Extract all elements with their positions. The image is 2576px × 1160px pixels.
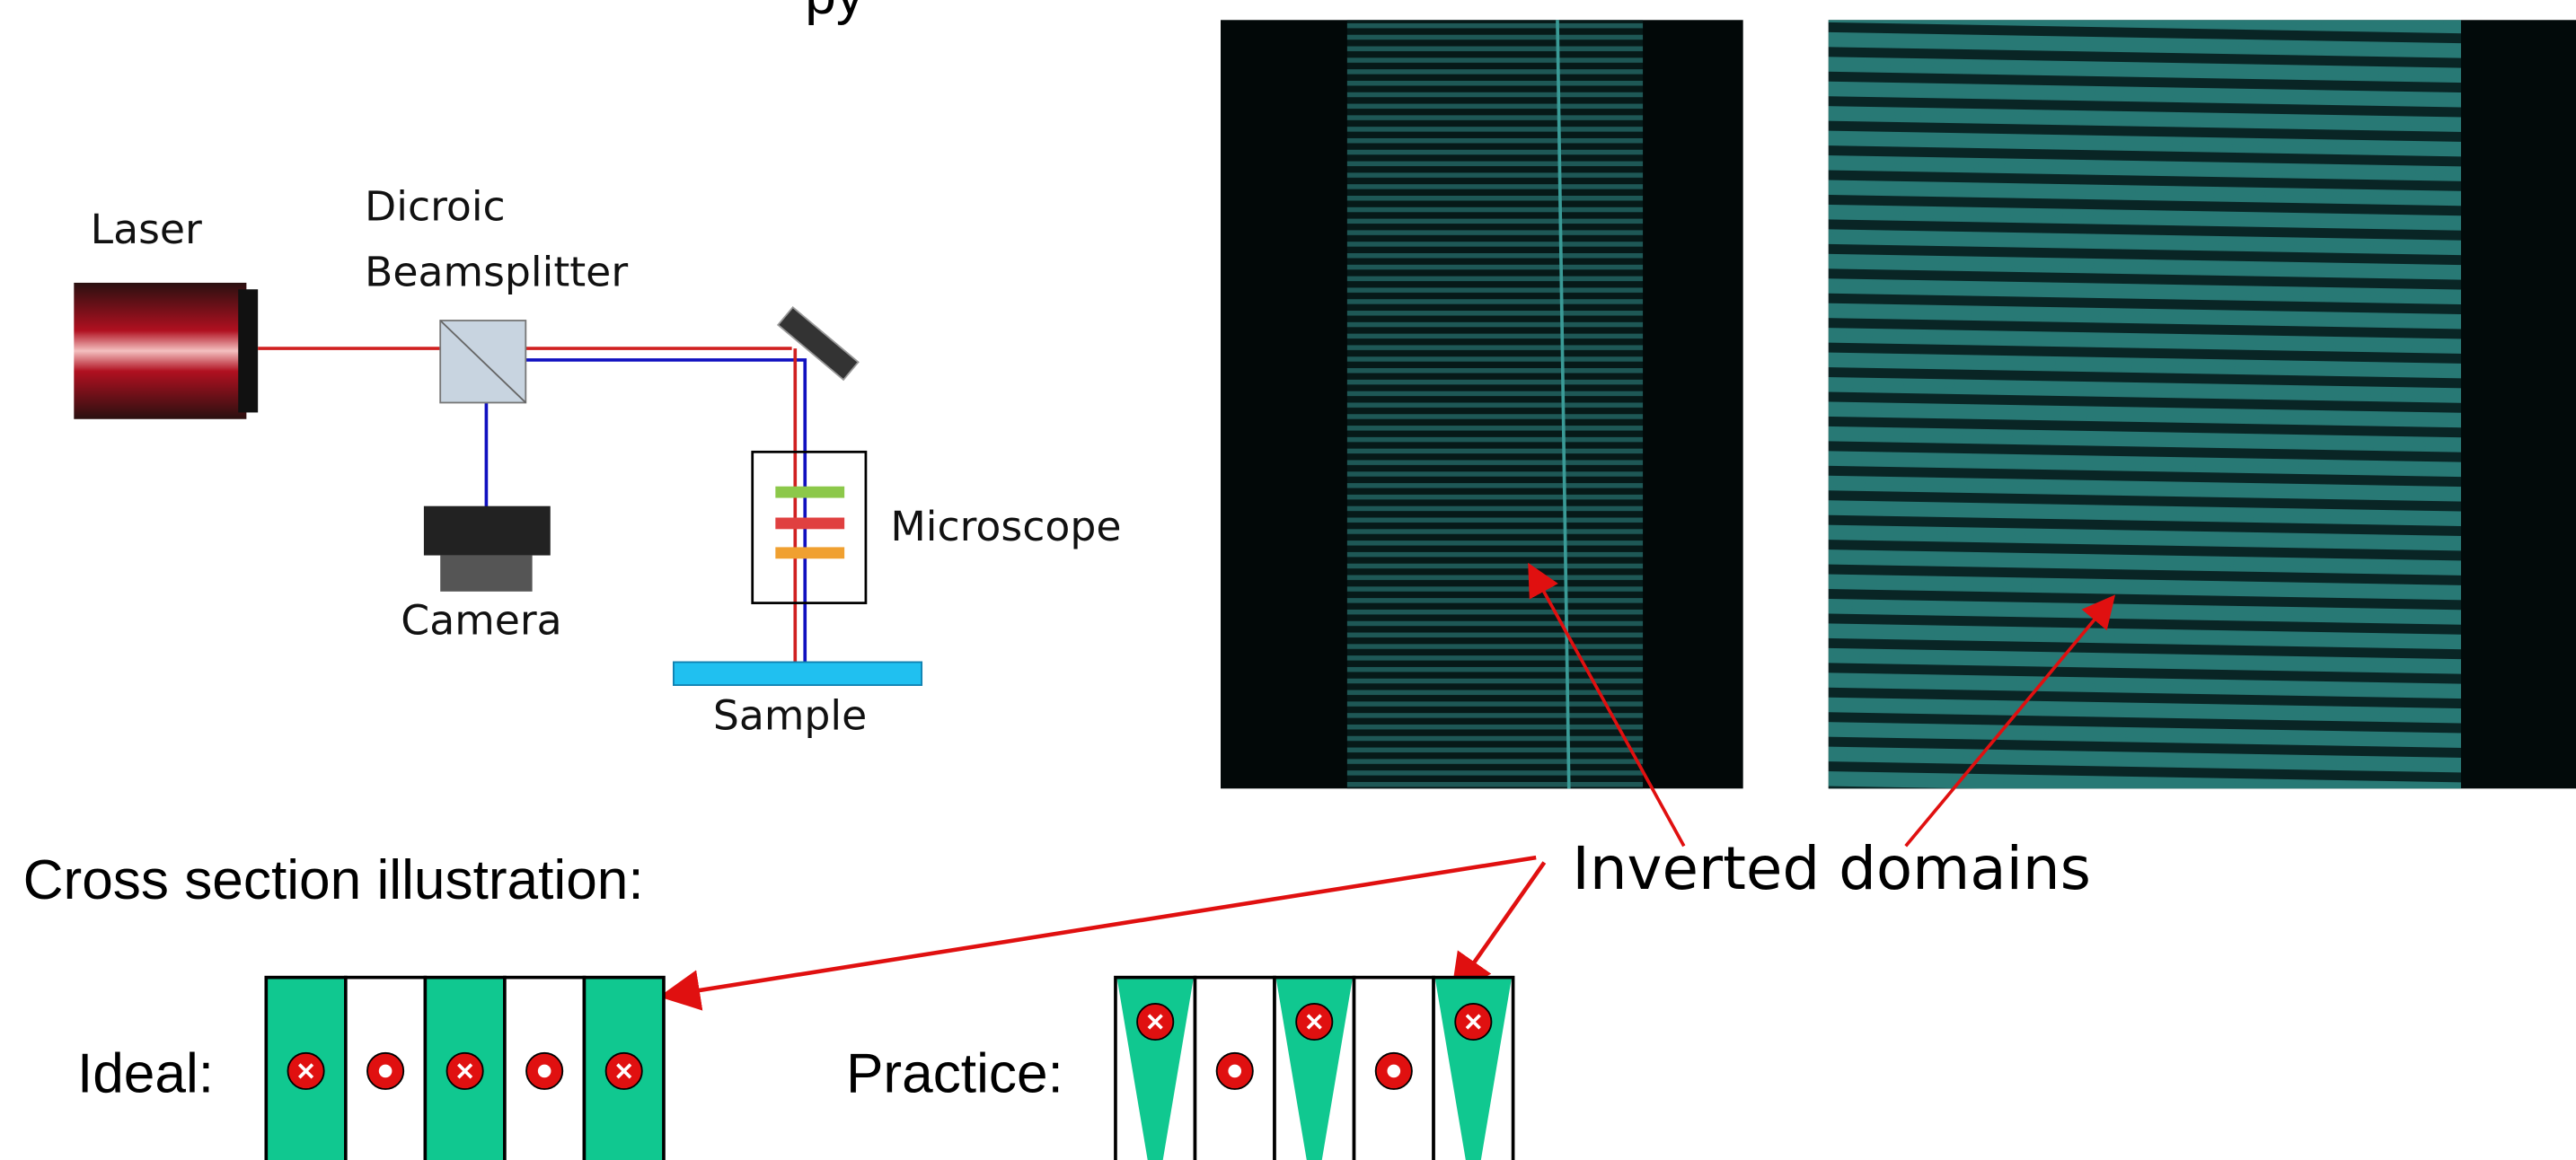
blue-beam [525, 360, 805, 663]
camera [424, 506, 551, 556]
laser [74, 283, 246, 419]
laser-label: Laser [91, 206, 202, 253]
beamsplitter-label: Dicroic [365, 182, 506, 230]
micrograph-stripes [1347, 20, 1643, 788]
micrograph-stripes [1829, 20, 2461, 788]
camera-lens [440, 556, 532, 592]
annotation: Inverted domains [1572, 834, 2091, 903]
header-fragment: py [805, 0, 864, 26]
ideal-cross-section [266, 978, 664, 1160]
sample-label: Sample [713, 691, 867, 739]
dot-mark [1228, 1065, 1241, 1078]
laser-cap [238, 289, 258, 412]
dot-mark [538, 1065, 551, 1078]
practice-cross-section [1116, 978, 1513, 1160]
mirror [778, 307, 858, 380]
sample [674, 662, 922, 685]
camera-label: Camera [401, 596, 561, 644]
lens [775, 517, 844, 529]
arrow [1456, 863, 1545, 989]
lens [775, 547, 844, 558]
microscope-label: Microscope [890, 503, 1121, 550]
dot-mark [1387, 1065, 1400, 1078]
arrow [667, 857, 1537, 996]
beamsplitter-label: Beamsplitter [365, 249, 628, 296]
cross-section-title: Cross section illustration: [23, 849, 644, 911]
dot-mark [379, 1065, 393, 1078]
lens [775, 487, 844, 498]
ideal-label: Ideal: [77, 1043, 214, 1105]
figure: py Laser Dicroic Beamsplitter Camera Mic… [0, 0, 2576, 1160]
practice-label: Practice: [846, 1043, 1063, 1105]
